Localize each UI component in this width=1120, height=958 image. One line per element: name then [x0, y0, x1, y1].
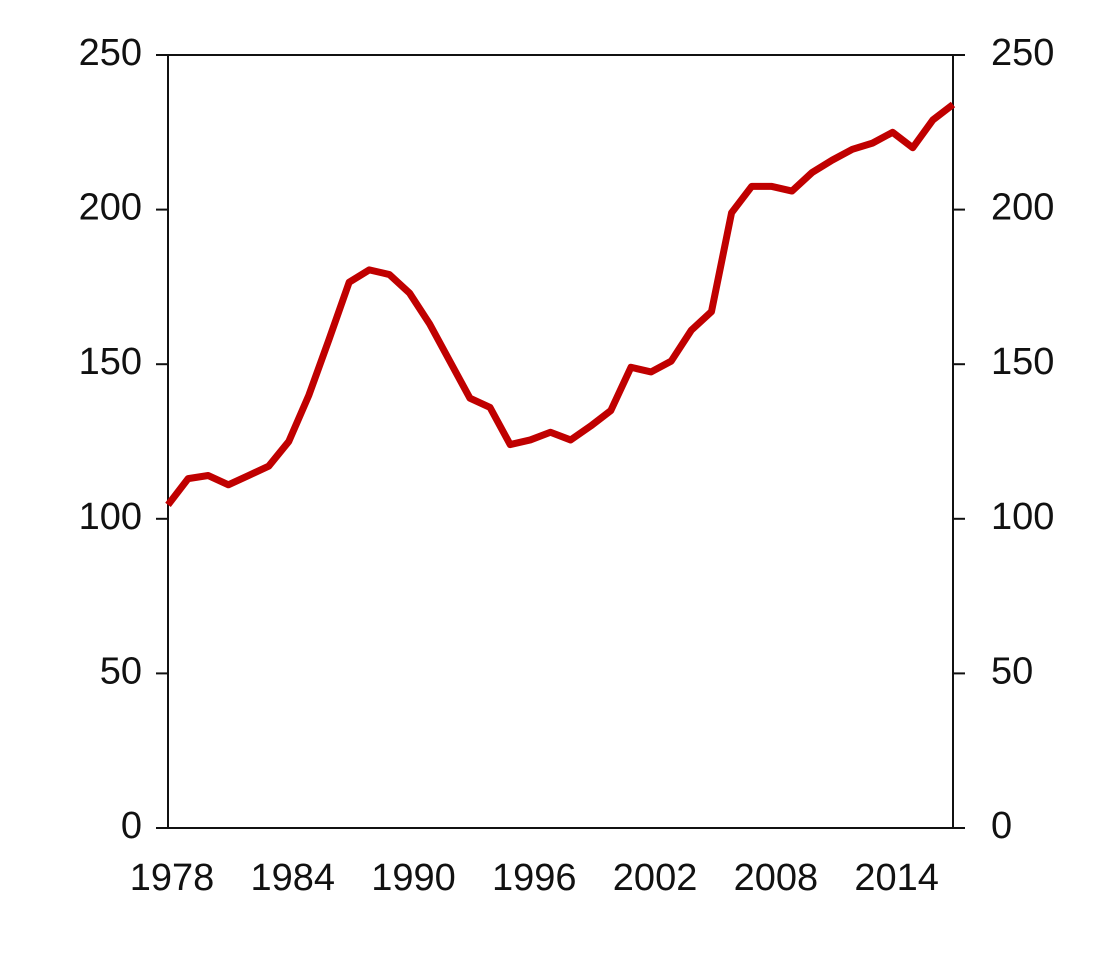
y2-tick-label: 50	[991, 650, 1033, 692]
y-tick-label: 0	[121, 805, 142, 847]
y-tick-label: 100	[79, 496, 142, 538]
y2-tick-label: 100	[991, 496, 1054, 538]
y2-tick-label: 0	[991, 805, 1012, 847]
x-tick-label: 1996	[492, 857, 577, 899]
x-tick-label: 2008	[734, 857, 819, 899]
y-tick-label: 50	[100, 650, 142, 692]
y2-tick-label: 150	[991, 341, 1054, 383]
y2-tick-label: 200	[991, 187, 1054, 229]
x-tick-label: 1984	[250, 857, 335, 899]
data-line	[165, 101, 956, 508]
x-tick-label: 2002	[613, 857, 698, 899]
x-tick-label: 1990	[371, 857, 456, 899]
y-tick-label: 150	[79, 341, 142, 383]
y2-tick-label: 250	[991, 32, 1054, 74]
x-tick-label: 1978	[130, 857, 215, 899]
y-tick-label: 250	[79, 32, 142, 74]
y-tick-label: 200	[79, 187, 142, 229]
x-tick-label: 2014	[854, 857, 939, 899]
